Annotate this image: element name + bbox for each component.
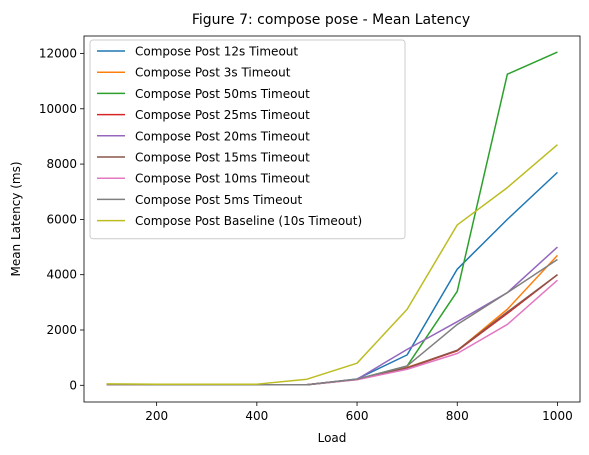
legend-label-3: Compose Post 50ms Timeout [135,87,310,101]
y-tick-label: 6000 [46,212,77,226]
y-tick-label: 10000 [39,102,77,116]
series-line-9 [106,144,558,385]
y-axis: 0 2000 4000 6000 8000 10000 12000 [39,46,84,392]
legend-label-1: Compose Post 12s Timeout [135,45,298,59]
legend-label-6: Compose Post 15ms Timeout [135,151,310,165]
x-axis: 200 400 600 800 1000 [145,402,573,423]
legend-label-9: Compose Post Baseline (10s Timeout) [135,214,362,228]
series-line-5 [106,246,558,386]
legend-label-4: Compose Post 25ms Timeout [135,108,310,122]
series-line-6 [106,274,558,386]
x-tick-label: 1000 [542,409,573,423]
legend-label-2: Compose Post 3s Timeout [135,66,291,80]
y-tick-label: 12000 [39,46,77,60]
series-line-7 [106,279,558,386]
plot-frame [83,35,581,403]
x-tick-label: 800 [446,409,469,423]
y-tick-label: 4000 [46,268,77,282]
series-line-4 [106,274,558,386]
legend-label-8: Compose Post 5ms Timeout [135,193,302,207]
y-tick-label: 8000 [46,157,77,171]
x-tick-label: 200 [145,409,168,423]
x-tick-label: 600 [346,409,369,423]
legend: Compose Post 12s Timeout Compose Post 3s … [89,39,406,240]
legend-label-5: Compose Post 20ms Timeout [135,129,310,143]
chart-title: Figure 7: compose pose - Mean Latency [192,12,470,28]
y-tick-label: 2000 [46,323,77,337]
legend-box [89,39,406,240]
legend-label-7: Compose Post 10ms Timeout [135,172,310,186]
series-line-8 [106,258,558,386]
x-axis-label: Load [318,431,347,445]
series-line-2 [106,254,558,386]
y-tick-label: 0 [69,378,77,392]
y-axis-label: Mean Latency (ms) [9,161,23,276]
series-layer [106,51,558,386]
x-tick-label: 400 [245,409,268,423]
